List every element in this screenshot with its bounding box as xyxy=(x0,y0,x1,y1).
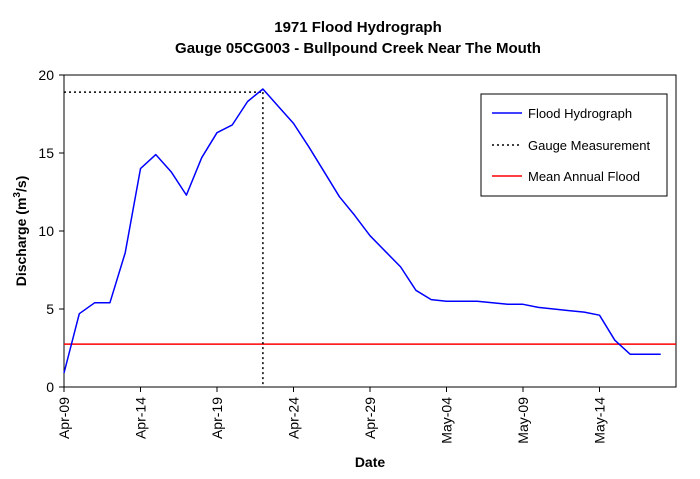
x-tick-label: Apr-24 xyxy=(286,397,302,439)
x-tick-label: May-09 xyxy=(515,397,531,444)
x-tick-label: Apr-19 xyxy=(209,397,225,439)
y-tick-label: 15 xyxy=(38,145,54,161)
legend-label-gauge-measurement: Gauge Measurement xyxy=(528,138,651,153)
x-axis-title: Date xyxy=(355,454,386,470)
x-tick-label: Apr-29 xyxy=(362,397,378,439)
chart-subtitle: Gauge 05CG003 - Bullpound Creek Near The… xyxy=(175,40,541,57)
legend: Flood Hydrograph Gauge Measurement Mean … xyxy=(480,93,668,197)
x-tick-label: Apr-09 xyxy=(56,397,72,439)
x-axis: Apr-09 Apr-14 Apr-19 Apr-24 Apr-29 May-04 May-… xyxy=(56,387,608,444)
y-tick-label: 10 xyxy=(38,223,54,239)
chart-title: 1971 Flood Hydrograph xyxy=(274,19,442,36)
y-axis: 0 5 10 15 20 xyxy=(38,67,64,395)
y-tick-label: 0 xyxy=(46,379,54,395)
flood-hydrograph-line xyxy=(63,88,661,374)
legend-label-flood-hydrograph: Flood Hydrograph xyxy=(528,106,632,121)
x-tick-label: May-04 xyxy=(439,397,455,444)
x-tick-label: May-14 xyxy=(592,397,608,444)
series-layer xyxy=(63,88,676,387)
x-tick-label: Apr-14 xyxy=(133,397,149,439)
y-tick-label: 20 xyxy=(38,67,54,83)
legend-label-mean-annual-flood: Mean Annual Flood xyxy=(528,169,640,184)
y-tick-label: 5 xyxy=(46,301,54,317)
y-axis-title: Discharge (m3/s) xyxy=(12,176,29,287)
